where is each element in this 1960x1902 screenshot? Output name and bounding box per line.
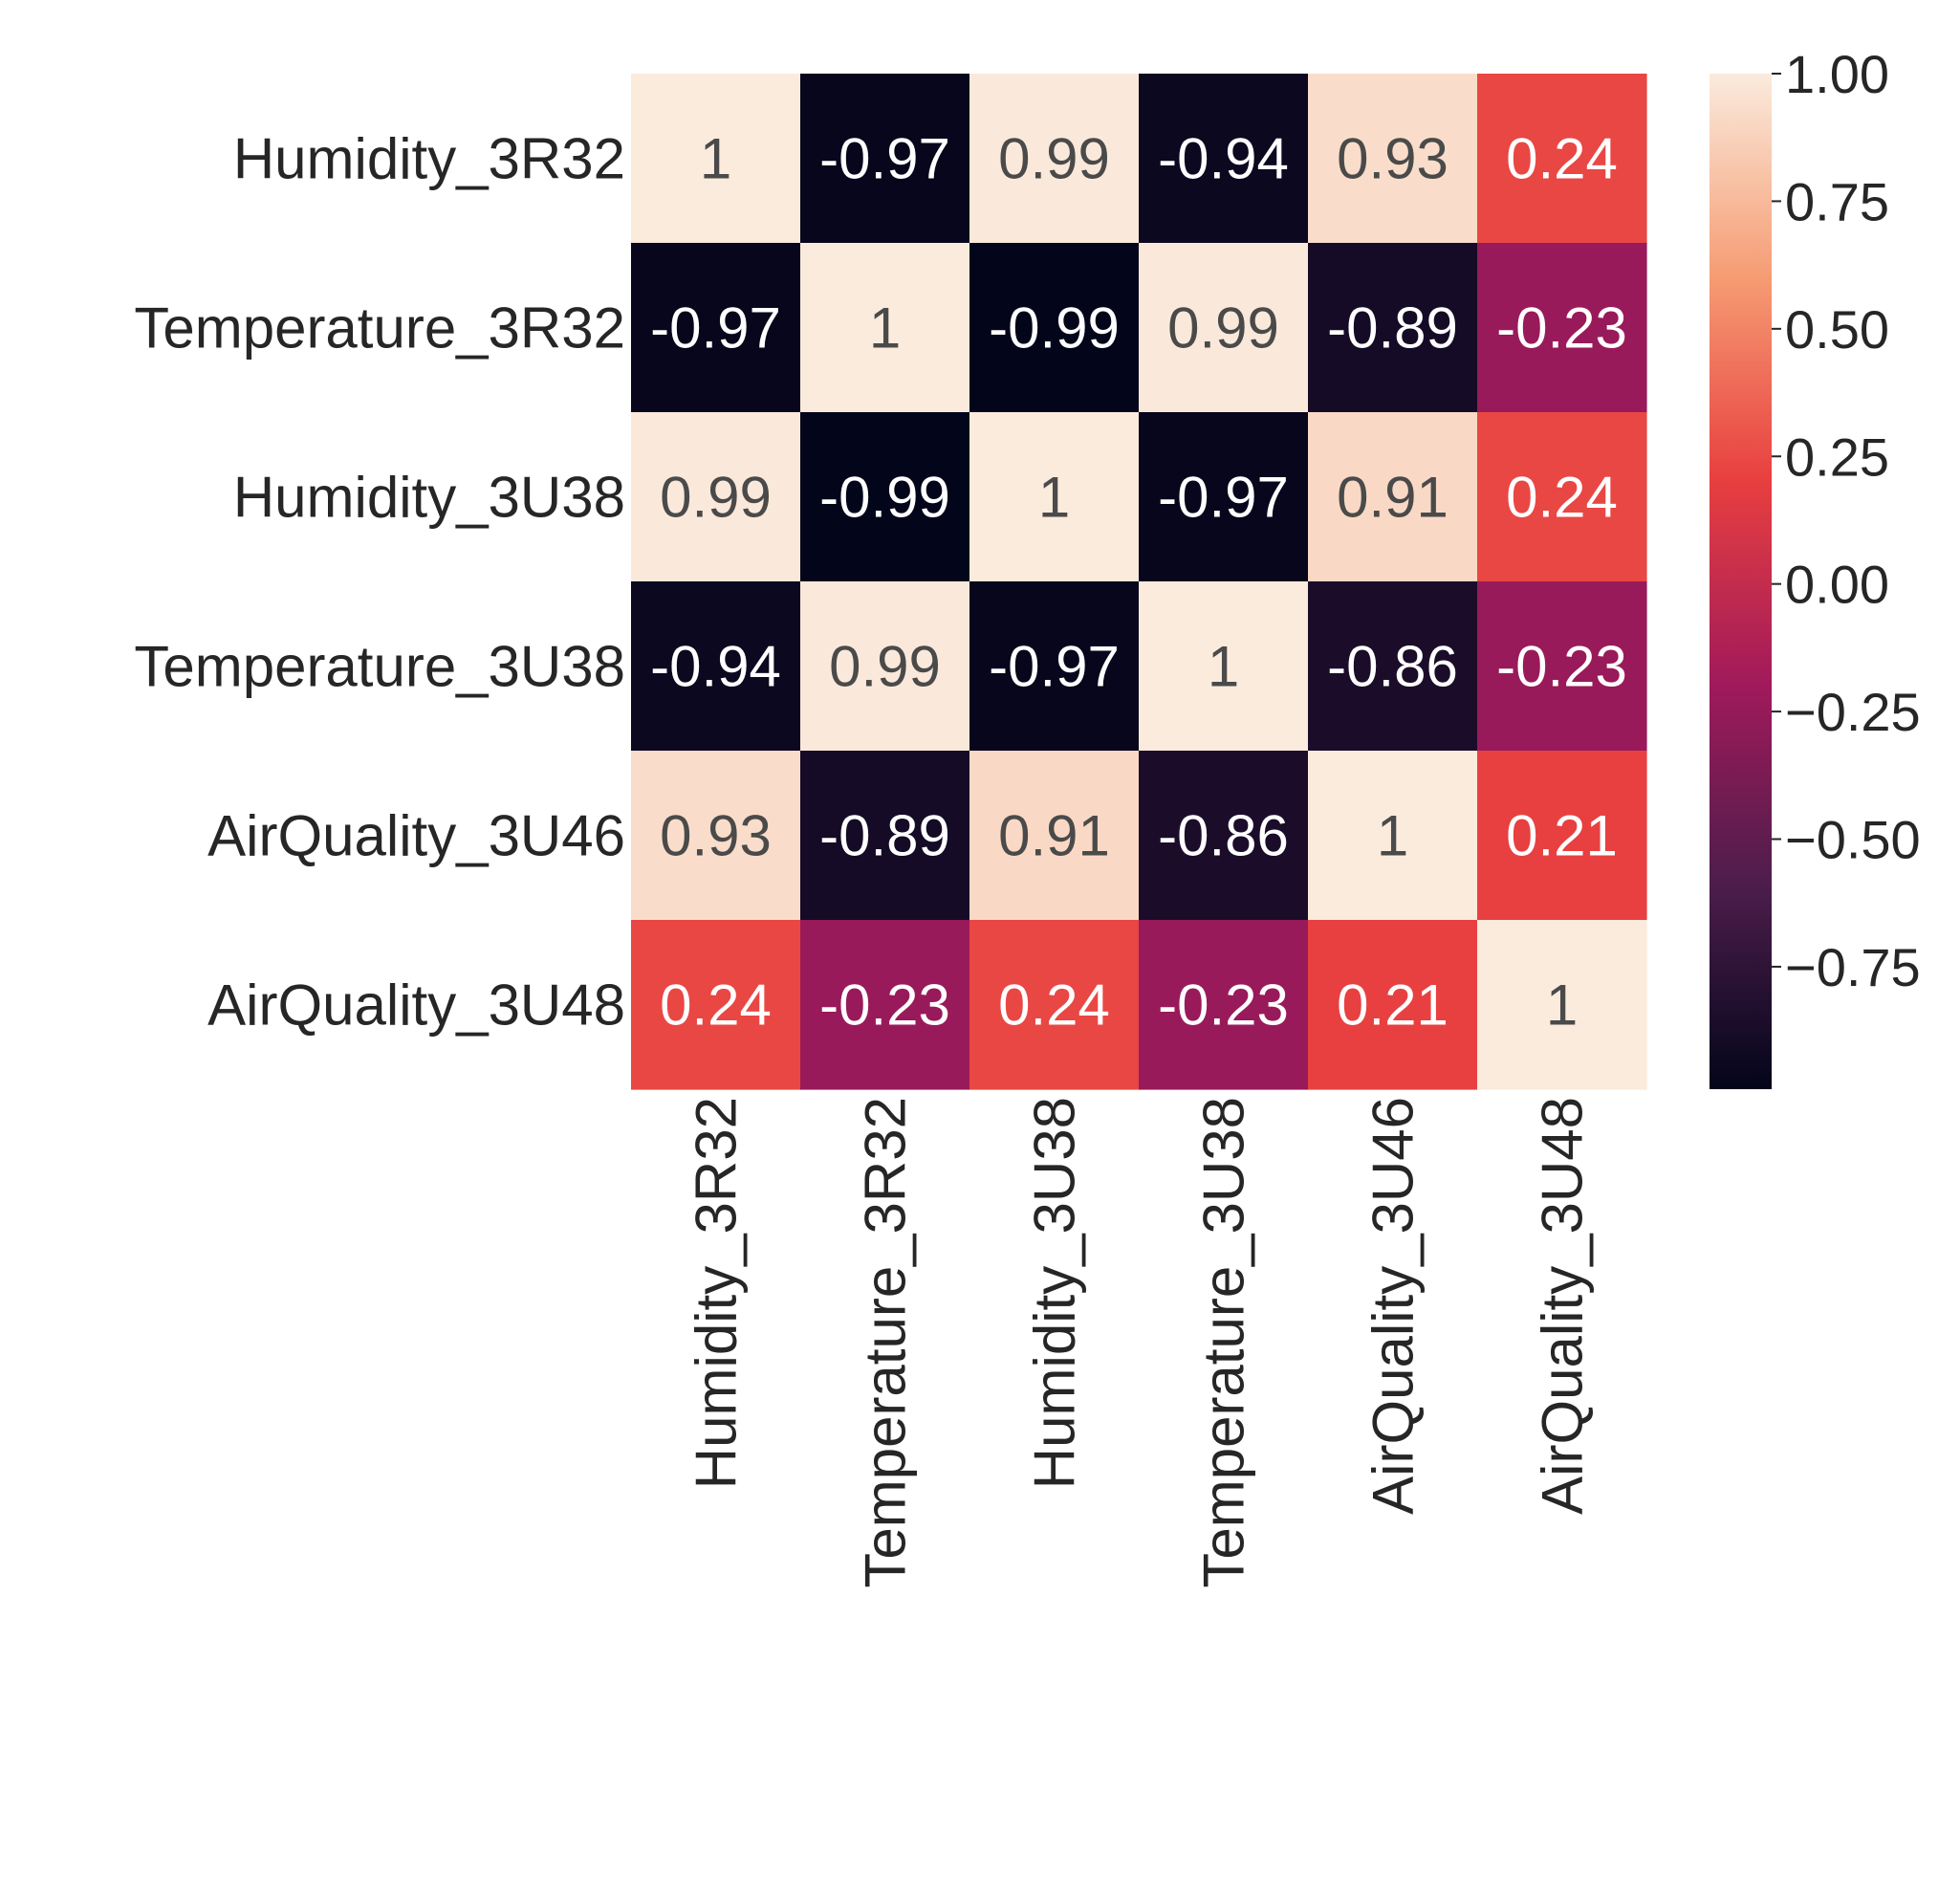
x-tick-label-4: AirQuality_3U46	[1361, 1097, 1426, 1515]
heatmap-cell-4-2	[969, 751, 1140, 921]
colorbar-tick-label-5: −0.25	[1785, 682, 1921, 742]
cell-value-0-4: 0.93	[1337, 127, 1448, 191]
cell-value-1-3: 0.99	[1167, 296, 1279, 361]
y-tick-label-2: Humidity_3U38	[233, 466, 625, 530]
heatmap-cell-5-5	[1477, 920, 1647, 1090]
heatmap-cell-0-1	[800, 74, 970, 244]
colorbar-tick-label-1: 0.75	[1785, 171, 1889, 231]
cell-value-5-4: 0.21	[1337, 973, 1448, 1038]
cell-value-5-5: 1	[1546, 973, 1578, 1038]
colorbar-tick-label-6: −0.50	[1785, 810, 1921, 870]
heatmap-cell-3-3	[1139, 581, 1309, 752]
cell-value-1-1: 1	[869, 296, 901, 361]
cell-value-0-5: 0.24	[1506, 127, 1618, 191]
cell-value-4-0: 0.93	[660, 804, 772, 868]
cell-value-2-3: -0.97	[1158, 466, 1289, 530]
heatmap-cell-2-0	[631, 412, 801, 582]
heatmap-cell-1-2	[969, 243, 1140, 413]
heatmap-cell-2-2	[969, 412, 1140, 582]
y-tick-label-0: Humidity_3R32	[233, 127, 625, 191]
cell-value-0-0: 1	[700, 127, 731, 191]
cell-value-2-1: -0.99	[819, 466, 950, 530]
y-tick-label-5: AirQuality_3U48	[207, 973, 625, 1038]
cell-value-0-3: -0.94	[1158, 127, 1289, 191]
cell-value-1-5: -0.23	[1496, 296, 1627, 361]
x-axis-tick-labels: Humidity_3R32 Temperature_3R32 Humidity_3U…	[685, 1097, 1595, 1588]
cell-value-0-1: -0.97	[819, 127, 950, 191]
heatmap-cell-3-5	[1477, 581, 1647, 752]
cell-value-3-4: -0.86	[1327, 635, 1458, 699]
cell-value-5-1: -0.23	[819, 973, 950, 1038]
heatmap-cell-2-5	[1477, 412, 1647, 582]
cell-value-4-1: -0.89	[819, 804, 950, 868]
heatmap-cell-0-2	[969, 74, 1140, 244]
heatmap-cell-0-3	[1139, 74, 1309, 244]
heatmap-cell-5-2	[969, 920, 1140, 1090]
heatmap-cell-3-1	[800, 581, 970, 752]
heatmap-cell-5-0	[631, 920, 801, 1090]
heatmap-cell-2-3	[1139, 412, 1309, 582]
colorbar-tick-label-0: 1.00	[1785, 44, 1889, 104]
cell-value-1-2: -0.99	[989, 296, 1120, 361]
x-tick-label-1: Temperature_3R32	[854, 1097, 918, 1588]
heatmap-cell-1-5	[1477, 243, 1647, 413]
cell-value-2-5: 0.24	[1506, 466, 1618, 530]
cell-value-3-1: 0.99	[829, 635, 941, 699]
x-tick-label-0: Humidity_3R32	[685, 1097, 749, 1489]
cell-value-4-2: 0.91	[998, 804, 1110, 868]
heatmap-cell-1-4	[1308, 243, 1478, 413]
cell-annotations: 1 -0.97 0.99 -0.94 0.93 0.24 -0.97 1 -0.99 0.99 -0…	[650, 127, 1627, 1038]
colorbar-tick-label-7: −0.75	[1785, 937, 1921, 997]
cell-value-4-5: 0.21	[1506, 804, 1618, 868]
y-tick-label-3: Temperature_3U38	[134, 635, 625, 699]
x-tick-label-3: Temperature_3U38	[1192, 1097, 1256, 1588]
cell-value-3-2: -0.97	[989, 635, 1120, 699]
cell-value-5-0: 0.24	[660, 973, 772, 1038]
y-axis-tick-labels: Humidity_3R32 Temperature_3R32 Humidity_3U…	[134, 127, 625, 1038]
x-tick-label-2: Humidity_3U38	[1023, 1097, 1087, 1489]
heatmap-cell-0-0	[631, 74, 801, 244]
colorbar-tick-label-3: 0.25	[1785, 426, 1889, 487]
heatmap-cell-4-3	[1139, 751, 1309, 921]
colorbar-tick-label-4: 0.00	[1785, 555, 1889, 615]
heatmap-cell-1-3	[1139, 243, 1309, 413]
heatmap-cell-4-1	[800, 751, 970, 921]
cell-value-1-4: -0.89	[1327, 296, 1458, 361]
y-tick-label-1: Temperature_3R32	[134, 296, 625, 361]
cell-value-0-2: 0.99	[998, 127, 1110, 191]
heatmap-cell-5-4	[1308, 920, 1478, 1090]
heatmap-cell-4-4	[1308, 751, 1478, 921]
heatmap-cell-3-4	[1308, 581, 1478, 752]
cell-value-2-4: 0.91	[1337, 466, 1448, 530]
heatmap-cells	[631, 74, 1647, 1090]
heatmap-cell-5-1	[800, 920, 970, 1090]
cell-value-4-3: -0.86	[1158, 804, 1289, 868]
colorbar: 1.00 0.75 0.50 0.25 0.00 −0.25 −0.50 −0.75	[1710, 44, 1921, 1089]
cell-value-4-4: 1	[1377, 804, 1408, 868]
heatmap-cell-1-1	[800, 243, 970, 413]
cell-value-2-0: 0.99	[660, 466, 772, 530]
cell-value-3-5: -0.23	[1496, 635, 1627, 699]
heatmap-cell-3-2	[969, 581, 1140, 752]
colorbar-tick-label-2: 0.50	[1785, 299, 1889, 360]
heatmap-cell-1-0	[631, 243, 801, 413]
heatmap-cell-0-4	[1308, 74, 1478, 244]
cell-value-1-0: -0.97	[650, 296, 781, 361]
heatmap-cell-3-0	[631, 581, 801, 752]
cell-value-2-2: 1	[1038, 466, 1070, 530]
colorbar-gradient	[1710, 74, 1772, 1089]
heatmap-cell-5-3	[1139, 920, 1309, 1090]
heatmap-cell-2-1	[800, 412, 970, 582]
heatmap-cell-4-5	[1477, 751, 1647, 921]
cell-value-3-0: -0.94	[650, 635, 781, 699]
cell-value-5-2: 0.24	[998, 973, 1110, 1038]
heatmap-cell-0-5	[1477, 74, 1647, 244]
cell-value-5-3: -0.23	[1158, 973, 1289, 1038]
cell-value-3-3: 1	[1208, 635, 1239, 699]
x-tick-label-5: AirQuality_3U48	[1531, 1097, 1595, 1515]
heatmap-cell-2-4	[1308, 412, 1478, 582]
heatmap-cell-4-0	[631, 751, 801, 921]
y-tick-label-4: AirQuality_3U46	[207, 804, 625, 868]
